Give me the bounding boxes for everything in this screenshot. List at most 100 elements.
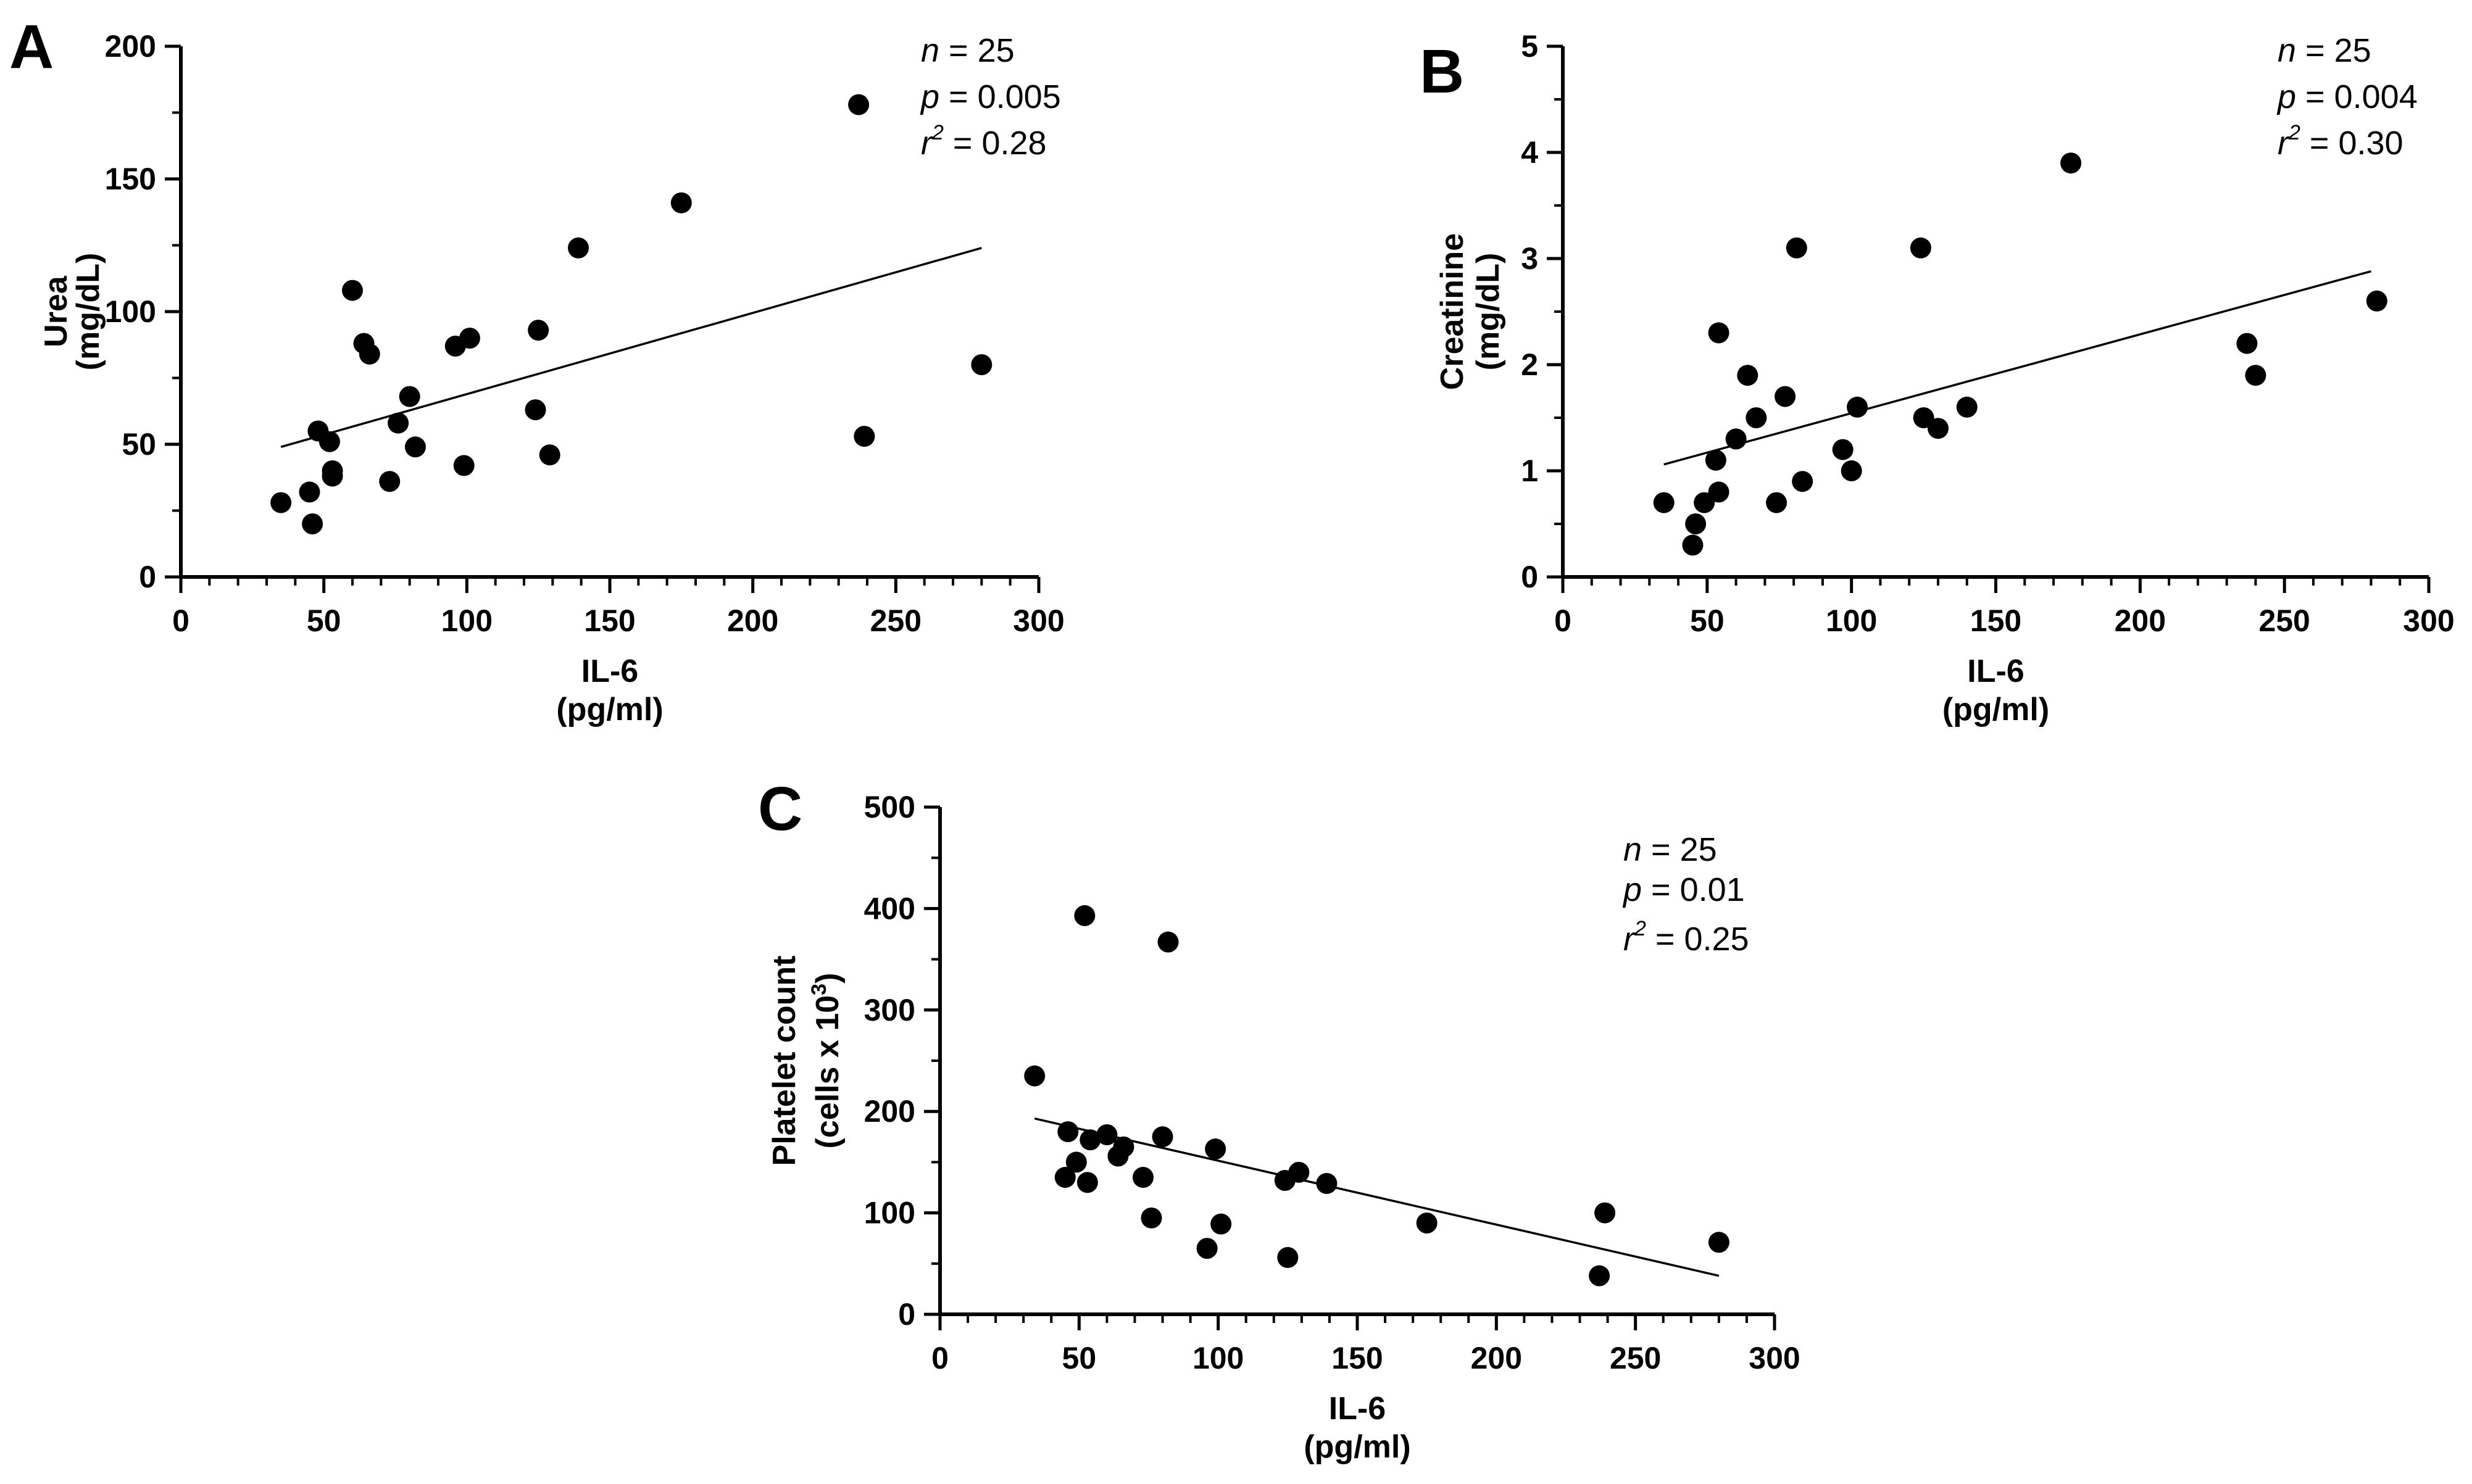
y-axis-title: Urea [38, 275, 74, 347]
stat-p: p = 0.004 [2276, 78, 2418, 115]
panel-c: C0 50 100 150 200 250 3000100200300400500IL-6(… [758, 774, 1800, 1465]
y-tick-label: 300 [864, 993, 915, 1027]
panel-a: A 0 50 100 150 200 250 300 0 50 100 150 200 IL-6(pg/m… [9, 12, 1065, 727]
y-tick-label: 0 [898, 1297, 915, 1332]
data-point [399, 386, 420, 407]
x-tick-label: 300 [1749, 1341, 1800, 1375]
panel-label-b: B [1420, 37, 1464, 106]
x-axis-unit: (pg/ml) [1304, 1429, 1410, 1465]
data-point [1792, 471, 1813, 492]
y-tick-label: 50 [122, 427, 156, 462]
y-tick-label: 0 [1521, 560, 1538, 594]
y-tick-label: 200 [105, 29, 156, 64]
data-point [1694, 492, 1715, 513]
data-point [1057, 1121, 1079, 1143]
x-tick-label: 150 [584, 603, 635, 638]
data-point [1725, 428, 1747, 450]
regression-line [1663, 270, 2371, 466]
data-point [1705, 449, 1726, 471]
data-point [1416, 1212, 1438, 1234]
y-axis-unit: (mg/dL) [1470, 253, 1506, 371]
stat-p: p = 0.01 [1622, 871, 1745, 908]
x-tick-label: 50 [307, 603, 341, 638]
y-tick-label: 4 [1521, 135, 1538, 170]
y-tick-label: 100 [105, 294, 156, 329]
stat-n: n = 25 [2278, 32, 2371, 69]
data-point [1708, 1232, 1729, 1253]
data-point [1210, 1213, 1232, 1235]
data-point [318, 431, 340, 452]
y-tick-label: 5 [1521, 29, 1538, 64]
y-tick-label: 1 [1521, 454, 1538, 488]
x-tick-label: 100 [1826, 603, 1877, 638]
data-point [379, 471, 401, 492]
x-axis-title: IL-6 [1967, 653, 2024, 689]
data-point [1589, 1265, 1610, 1287]
data-point [1685, 513, 1707, 534]
data-point [322, 465, 343, 487]
data-point [528, 320, 549, 341]
panel-label-c: C [758, 774, 802, 844]
data-point [1288, 1161, 1310, 1183]
data-point [1786, 237, 1807, 259]
data-point [848, 94, 870, 115]
y-axis-unit: (mg/dL) [70, 253, 106, 371]
stat-n: n = 25 [921, 32, 1015, 69]
data-point [404, 436, 426, 458]
x-tick-label: 100 [1192, 1341, 1244, 1375]
data-point [1913, 407, 1934, 428]
data-point [2060, 152, 2082, 174]
y-tick-label: 150 [105, 162, 156, 196]
y-tick-label: 500 [864, 790, 915, 824]
data-point [1196, 1238, 1218, 1259]
data-point [1157, 931, 1179, 953]
y-tick-label: 2 [1521, 347, 1538, 382]
y-tick-label: 400 [864, 891, 915, 926]
y-axis-title: Platelet count [767, 956, 802, 1166]
x-tick-label: 50 [1690, 603, 1725, 638]
data-point [2245, 365, 2266, 386]
data-point [971, 354, 993, 375]
data-point [1076, 1172, 1098, 1193]
data-point [1316, 1172, 1338, 1194]
stat-r2: r2 = 0.25 [1623, 917, 1749, 958]
stat-n: n = 25 [1623, 831, 1717, 868]
data-point [1141, 1207, 1162, 1229]
data-point [459, 328, 480, 349]
data-point [1205, 1138, 1226, 1160]
x-tick-label: 0 [931, 1341, 949, 1375]
x-tick-label: 0 [1554, 603, 1571, 638]
x-tick-label: 300 [2403, 603, 2454, 638]
data-point [1775, 386, 1796, 407]
x-tick-label: 200 [2115, 603, 2166, 638]
data-point [302, 513, 323, 534]
x-tick-label: 250 [2258, 603, 2310, 638]
y-tick-label: 100 [864, 1196, 915, 1230]
x-tick-label: 200 [1471, 1341, 1522, 1375]
regression-line [280, 247, 982, 448]
data-point [359, 343, 380, 365]
data-point [270, 492, 292, 513]
data-point [342, 280, 363, 301]
data-point [1927, 418, 1949, 439]
data-point [1065, 1151, 1087, 1173]
x-tick-label: 250 [1610, 1341, 1661, 1375]
x-tick-label: 300 [1013, 603, 1064, 638]
data-point [1074, 905, 1096, 926]
x-tick-label: 50 [1062, 1341, 1097, 1375]
data-point [2366, 290, 2387, 312]
y-tick-label: 3 [1521, 241, 1538, 276]
data-point [1910, 237, 1931, 259]
data-point [1847, 396, 1868, 418]
x-tick-label: 250 [870, 603, 922, 638]
x-axis-title: IL-6 [1329, 1391, 1386, 1427]
x-tick-label: 200 [727, 603, 778, 638]
data-point [1708, 322, 1729, 344]
data-point [1766, 492, 1787, 513]
data-point [1277, 1246, 1299, 1268]
data-point [453, 455, 475, 476]
data-point [1024, 1065, 1046, 1087]
data-point [1832, 439, 1854, 460]
data-point [388, 412, 409, 434]
